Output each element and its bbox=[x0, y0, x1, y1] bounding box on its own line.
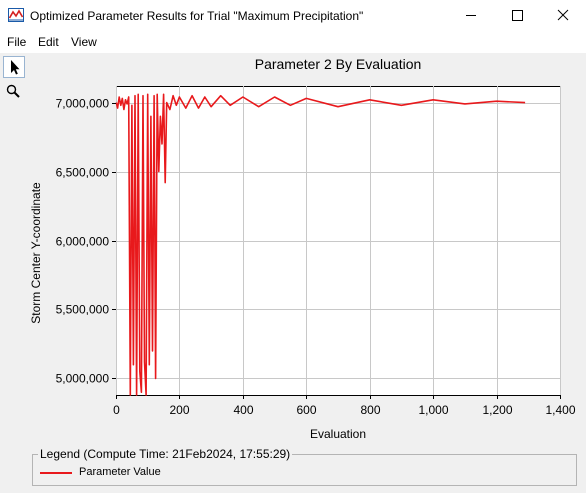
y-tick-label: 5,000,000 bbox=[56, 372, 110, 386]
app-icon bbox=[8, 8, 24, 22]
maximize-button[interactable] bbox=[494, 0, 540, 31]
y-axis-label: Storm Center Y-coordinate bbox=[29, 182, 43, 324]
x-axis-label: Evaluation bbox=[309, 427, 367, 441]
y-tick-label: 6,500,000 bbox=[56, 166, 110, 180]
menu-bar: File Edit View bbox=[0, 31, 586, 53]
tool-strip bbox=[0, 53, 30, 493]
x-tick-label: 400 bbox=[233, 403, 253, 417]
legend-swatch-parameter-value bbox=[40, 472, 72, 474]
y-tick-label: 5,500,000 bbox=[56, 303, 110, 317]
menu-edit[interactable]: Edit bbox=[38, 35, 59, 49]
legend-label-parameter-value: Parameter Value bbox=[79, 466, 161, 478]
maximize-icon bbox=[512, 10, 523, 21]
zoom-icon bbox=[6, 84, 20, 98]
zoom-tool[interactable] bbox=[3, 81, 25, 103]
close-button[interactable] bbox=[540, 0, 586, 31]
series-line-parameter-value bbox=[115, 93, 526, 396]
x-tick-label: 1,200 bbox=[482, 403, 512, 417]
series-layer bbox=[115, 93, 526, 396]
axis-ticks: 0 200 400 600 800 1,000 1,200 1,400 5,000,000 5,5… bbox=[56, 97, 576, 418]
x-tick-label: 1,400 bbox=[545, 403, 575, 417]
x-tick-label: 0 bbox=[113, 403, 120, 417]
legend-title: Legend (Compute Time: 21Feb2024, 17:55:2… bbox=[38, 447, 293, 461]
minimize-button[interactable] bbox=[448, 0, 494, 31]
title-bar: Optimized Parameter Results for Trial "M… bbox=[0, 0, 586, 31]
grid-lines bbox=[116, 86, 561, 395]
x-tick-label: 1,000 bbox=[418, 403, 448, 417]
legend-box bbox=[32, 454, 577, 486]
y-tick-label: 7,000,000 bbox=[56, 97, 110, 111]
menu-view[interactable]: View bbox=[71, 35, 97, 49]
menu-file[interactable]: File bbox=[7, 35, 27, 49]
window-title: Optimized Parameter Results for Trial "M… bbox=[30, 9, 364, 23]
minimize-icon bbox=[466, 15, 476, 16]
pointer-tool[interactable] bbox=[3, 56, 25, 78]
x-tick-label: 200 bbox=[169, 403, 189, 417]
y-tick-label: 6,000,000 bbox=[56, 235, 110, 249]
x-tick-label: 600 bbox=[296, 403, 316, 417]
pointer-icon bbox=[11, 60, 20, 75]
x-tick-label: 800 bbox=[360, 403, 380, 417]
close-icon bbox=[557, 9, 569, 21]
chart-title: Parameter 2 By Evaluation bbox=[254, 56, 422, 72]
